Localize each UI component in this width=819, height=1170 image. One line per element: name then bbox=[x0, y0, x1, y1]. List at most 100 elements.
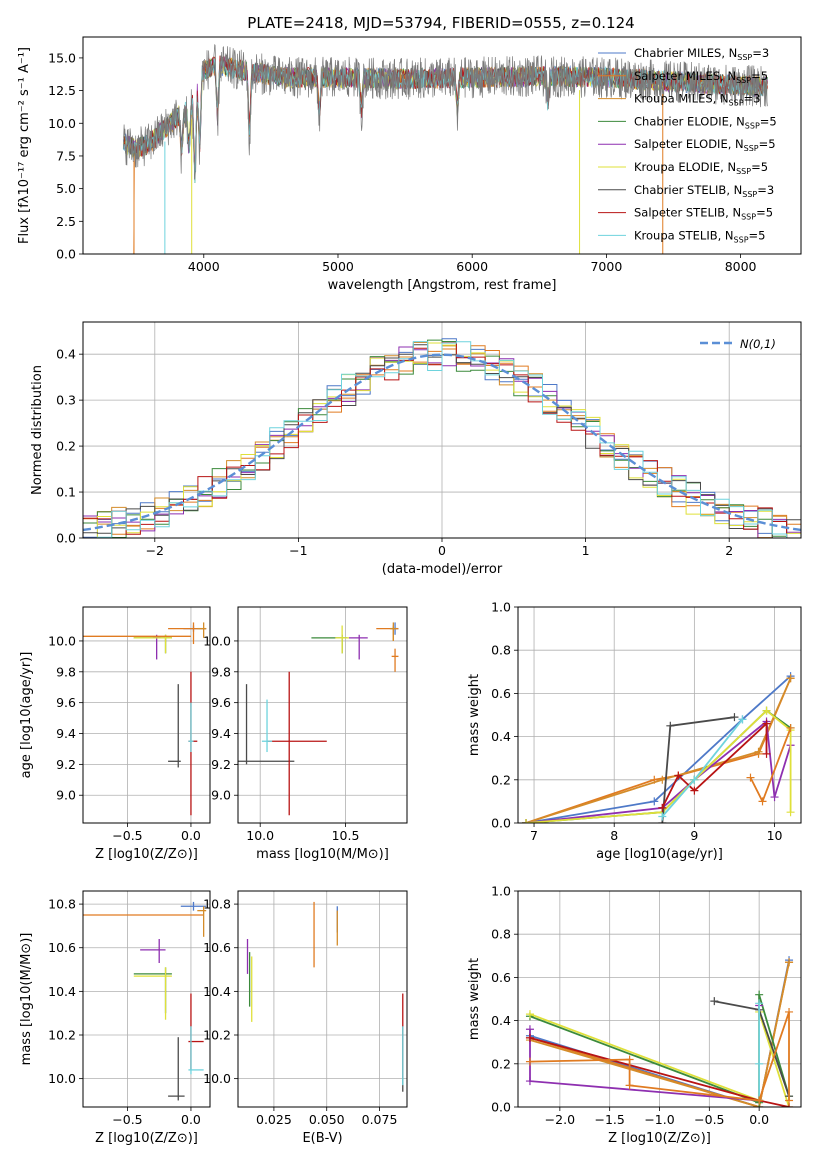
y-tick-label: 0.8 bbox=[491, 927, 511, 942]
x-axis-label: age [log10(age/yr)] bbox=[596, 847, 723, 862]
y-axis-label: mass weight bbox=[467, 958, 482, 1040]
y-tick-label: 0.1 bbox=[56, 485, 76, 500]
axes-frame bbox=[82, 890, 211, 1108]
y-tick-label: 0.8 bbox=[491, 643, 511, 658]
y-tick-label: 9.4 bbox=[211, 726, 231, 741]
legend-subscript: SSP bbox=[736, 76, 751, 85]
mass-weight-marker bbox=[762, 749, 771, 758]
legend-subscript: SSP bbox=[736, 167, 751, 176]
x-tick-label: 10 bbox=[767, 828, 783, 843]
mass-weight-marker bbox=[755, 1059, 764, 1068]
y-tick-label: 0.0 bbox=[491, 816, 511, 831]
y-tick-label: 0.0 bbox=[491, 1100, 511, 1115]
mass-weight-marker bbox=[658, 803, 667, 812]
mass-weight-marker bbox=[525, 1010, 534, 1019]
y-tick-label: 1.0 bbox=[491, 884, 511, 899]
gaussian-legend-label: N(0,1) bbox=[740, 337, 776, 351]
mass-weight-marker bbox=[755, 999, 764, 1008]
legend-subscript: SSP bbox=[734, 235, 749, 244]
axes-frame bbox=[517, 606, 802, 824]
y-tick-label: 10.6 bbox=[48, 940, 76, 955]
y-tick-label: 9.4 bbox=[56, 726, 76, 741]
y-tick-label: 10.0 bbox=[48, 116, 76, 131]
observed-spectrum-line bbox=[122, 44, 768, 180]
legend-text: Kroupa MILES, N bbox=[634, 92, 729, 106]
y-tick-label: 0.6 bbox=[491, 970, 511, 985]
y-tick-label: 9.6 bbox=[56, 695, 76, 710]
axes-frame bbox=[82, 36, 802, 255]
y-tick-label: 15.0 bbox=[48, 50, 76, 65]
mass-weight-marker bbox=[710, 997, 719, 1006]
mass-weight-line bbox=[525, 675, 792, 823]
spectrum-axes: 4000 5000 6000 7000 8000 0.0 2.5 5.0 7.5 10.0 12.5… bbox=[17, 36, 802, 293]
legend-entry-label: Kroupa MILES, NSSP=3 bbox=[634, 92, 760, 108]
x-tick-label: −2 bbox=[146, 543, 164, 558]
x-tick-label: −1.5 bbox=[594, 1112, 624, 1127]
mass-weight-marker bbox=[754, 747, 763, 756]
x-tick-label: 0 bbox=[438, 543, 446, 558]
mass-weight-marker bbox=[770, 793, 779, 802]
legend-text: Salpeter MILES, N bbox=[634, 69, 736, 83]
age-vs-mass-axes: 10.0 10.5 9.0 9.2 9.4 9.6 9.8 10.0 mass [log10(M… bbox=[203, 606, 408, 862]
legend-text-end: =5 bbox=[751, 69, 768, 83]
legend-text: Salpeter ELODIE, N bbox=[634, 137, 744, 151]
x-axis-label: E(B-V) bbox=[302, 1131, 342, 1146]
x-tick-label: −0.5 bbox=[112, 828, 142, 843]
mass-weight-marker bbox=[690, 775, 699, 784]
mass-vs-metallicity-axes: −0.5 0.0 10.0 10.2 10.4 10.6 10.8 Z [log10(Z/Z⊙… bbox=[19, 890, 211, 1146]
y-tick-label: 0.4 bbox=[491, 1013, 511, 1028]
mass-weight-marker bbox=[525, 1025, 534, 1034]
legend-text: Kroupa ELODIE, N bbox=[634, 160, 736, 174]
y-tick-label: 10.2 bbox=[48, 1028, 76, 1043]
legend-text: Chabrier MILES, N bbox=[634, 46, 737, 60]
axes-frame bbox=[237, 606, 408, 824]
plot-area bbox=[83, 622, 207, 816]
x-tick-label: −0.5 bbox=[112, 1112, 142, 1127]
x-tick-label: 10.0 bbox=[246, 828, 274, 843]
figure-title: PLATE=2418, MJD=53794, FIBERID=0555, z=0… bbox=[247, 14, 634, 32]
y-tick-label: 10.0 bbox=[203, 1071, 231, 1086]
y-tick-label: 10.0 bbox=[203, 633, 231, 648]
plot-area bbox=[246, 901, 404, 1092]
x-tick-label: 0.025 bbox=[256, 1112, 292, 1127]
mass-weight-vs-metallicity-axes: −2.0 −1.5 −1.0 −0.5 0.0 0.0 0.2 0.4 0.6 0.8 1.0 Z [… bbox=[467, 884, 802, 1146]
axes-frame bbox=[82, 321, 802, 539]
x-tick-label: −1 bbox=[289, 543, 307, 558]
y-tick-label: 1.0 bbox=[491, 600, 511, 615]
y-tick-label: 0.6 bbox=[491, 686, 511, 701]
y-tick-label: 9.2 bbox=[56, 757, 76, 772]
plot-area bbox=[83, 338, 801, 538]
legend-text-end: =5 bbox=[760, 114, 777, 128]
mass-weight-marker bbox=[785, 958, 794, 967]
x-axis-label: wavelength [Angstrom, rest frame] bbox=[328, 278, 557, 293]
x-tick-label: 7000 bbox=[590, 259, 622, 274]
x-axis-label: (data-model)/error bbox=[382, 562, 503, 577]
legend-entry-label: Salpeter STELIB, NSSP=5 bbox=[634, 206, 773, 222]
legend-text: Chabrier ELODIE, N bbox=[634, 114, 745, 128]
legend-subscript: SSP bbox=[729, 99, 744, 108]
mass-weight-line bbox=[525, 709, 792, 823]
mass-weight-line bbox=[525, 677, 792, 823]
mass-weight-marker bbox=[522, 819, 531, 823]
x-axis-label: Z [log10(Z/Z⊙)] bbox=[608, 1131, 711, 1146]
mass-weight-line bbox=[529, 1011, 790, 1102]
legend-text-end: =3 bbox=[757, 183, 774, 197]
legend-text-end: =5 bbox=[759, 137, 776, 151]
y-tick-label: 10.4 bbox=[48, 984, 76, 999]
x-tick-label: −2.0 bbox=[545, 1112, 575, 1127]
mass-vs-ebv-axes: 0.025 0.050 0.075 10.0 10.2 10.4 10.6 10.8 E(B-V… bbox=[203, 890, 408, 1146]
mass-weight-marker bbox=[755, 1096, 764, 1105]
y-tick-label: 9.8 bbox=[56, 664, 76, 679]
axes-frame bbox=[82, 606, 211, 824]
x-tick-label: 4000 bbox=[188, 259, 220, 274]
y-tick-label: 9.0 bbox=[56, 788, 76, 803]
x-tick-label: 0.0 bbox=[181, 1112, 201, 1127]
legend-text-end: =5 bbox=[756, 206, 773, 220]
mass-weight-marker bbox=[690, 786, 699, 795]
mass-weight-marker bbox=[666, 721, 675, 730]
legend-text: Chabrier STELIB, N bbox=[634, 183, 742, 197]
mass-weight-marker bbox=[786, 674, 795, 683]
mass-weight-marker bbox=[785, 1007, 794, 1016]
legend-text: Kroupa STELIB, N bbox=[634, 228, 734, 242]
mass-weight-marker bbox=[730, 713, 739, 722]
